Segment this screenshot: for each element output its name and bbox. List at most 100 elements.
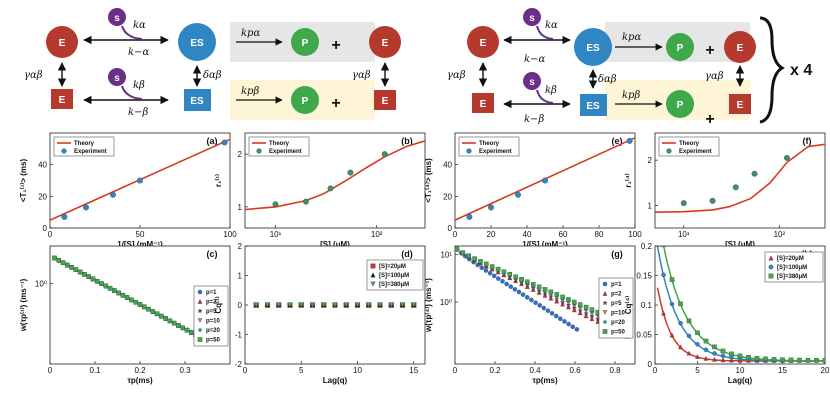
data-point bbox=[574, 327, 580, 332]
data-point bbox=[487, 270, 493, 276]
data-point bbox=[602, 291, 608, 296]
data-point bbox=[264, 302, 271, 308]
y-tick-label: 2 bbox=[648, 156, 653, 165]
rate-k-minus-beta: k−β bbox=[524, 114, 544, 125]
substrate-label: s bbox=[529, 13, 535, 24]
data-point bbox=[197, 299, 203, 304]
chart-h: 0510152000.050.10.150.2(h)Lag(q)Cq⁽⁴⁾[S]… bbox=[624, 242, 830, 385]
reaction-scheme-left: E s kα k−α ES kpα P + E γαβ δαβ γαβ E s … bbox=[24, 8, 401, 120]
y-axis-label: r₁⁽¹⁾ bbox=[214, 174, 223, 187]
data-point bbox=[370, 281, 376, 287]
data-point bbox=[253, 302, 259, 308]
data-point bbox=[720, 357, 726, 363]
rate-gamma: γαβ bbox=[705, 71, 724, 82]
legend-label: Experiment bbox=[74, 149, 107, 155]
data-point bbox=[302, 198, 309, 205]
data-point bbox=[548, 289, 554, 295]
x-tick-label: 40 bbox=[523, 230, 532, 239]
data-point bbox=[321, 302, 327, 308]
data-point bbox=[354, 302, 361, 308]
data-point bbox=[562, 319, 567, 324]
data-point bbox=[221, 139, 228, 146]
data-point bbox=[519, 277, 524, 282]
enzyme-label: E bbox=[737, 100, 744, 111]
substrate-node bbox=[523, 72, 541, 90]
data-point bbox=[686, 350, 692, 356]
x-tick-label: 0.4 bbox=[529, 366, 541, 375]
data-point bbox=[686, 318, 692, 324]
data-point bbox=[768, 264, 774, 270]
legend-label: p=50 bbox=[611, 330, 626, 336]
rate-kp-beta: kpβ bbox=[241, 86, 259, 97]
data-point bbox=[484, 261, 489, 267]
x-tick-label: 15 bbox=[778, 366, 787, 375]
data-point bbox=[729, 351, 734, 357]
data-point bbox=[746, 354, 751, 360]
x-tick-label: 0 bbox=[48, 366, 53, 375]
x-tick-label: 0.2 bbox=[134, 366, 146, 375]
data-point bbox=[784, 154, 790, 161]
chart-d: 0 5 10 15 -2 -1 0 1 2 (d) Lag(q) Cq⁽¹⁾ [S]=20μM [S]=1… bbox=[214, 242, 426, 385]
x-tick-label: 80 bbox=[595, 230, 604, 239]
data-point bbox=[602, 281, 608, 287]
substrate-arrow bbox=[536, 25, 554, 40]
data-point bbox=[116, 290, 121, 296]
data-point bbox=[103, 283, 109, 289]
y-tick-label: 10⁰ bbox=[35, 279, 47, 288]
data-point bbox=[797, 357, 802, 363]
data-point bbox=[120, 293, 126, 298]
x-axis-label: 1/[S] (mM⁻¹) bbox=[522, 240, 568, 249]
data-point bbox=[184, 327, 190, 333]
legend-box bbox=[658, 136, 720, 157]
data-point bbox=[572, 299, 577, 305]
data-point bbox=[500, 279, 505, 284]
reaction-scheme-right: E s kα k−α ES kpα P + E γαβ δαβ γαβ E s … bbox=[447, 8, 812, 128]
substrate-arrow bbox=[121, 85, 143, 100]
data-point bbox=[577, 310, 583, 316]
data-point bbox=[814, 358, 819, 363]
data-point bbox=[566, 304, 571, 310]
data-point bbox=[488, 204, 494, 211]
data-point bbox=[163, 316, 168, 321]
y-tick-label: 1 bbox=[238, 272, 243, 281]
x-axis-label: τp(ms) bbox=[532, 376, 558, 385]
data-point bbox=[309, 302, 316, 308]
legend-label: p=50 bbox=[206, 338, 221, 344]
data-point bbox=[583, 304, 589, 310]
y-axis-label: Cq⁽¹⁾ bbox=[214, 296, 223, 313]
data-point bbox=[466, 253, 471, 259]
data-point bbox=[508, 284, 513, 289]
data-point bbox=[370, 263, 376, 269]
data-point bbox=[566, 297, 571, 302]
data-point bbox=[536, 284, 542, 290]
enzyme-node bbox=[369, 26, 401, 58]
x-tick-label: 5 bbox=[695, 366, 700, 375]
legend-box bbox=[53, 136, 115, 157]
data-point bbox=[197, 337, 203, 342]
complex-label: ES bbox=[190, 38, 204, 49]
y-axis-label: w(τp⁽¹⁾) (ms⁻¹) bbox=[19, 278, 28, 332]
data-point bbox=[197, 289, 203, 295]
data-point bbox=[703, 338, 709, 344]
data-point bbox=[695, 354, 700, 359]
y-tick-label: 1 bbox=[648, 201, 653, 210]
data-point bbox=[112, 288, 117, 293]
data-point bbox=[583, 313, 589, 319]
data-point bbox=[768, 273, 774, 279]
data-point bbox=[56, 258, 62, 263]
x-tick-label: 10² bbox=[774, 230, 786, 239]
enzyme-label: E bbox=[480, 99, 487, 110]
plot-area bbox=[656, 246, 825, 363]
data-point bbox=[516, 289, 522, 295]
data-point bbox=[197, 308, 203, 314]
rate-kp-alpha: kpα bbox=[241, 28, 260, 39]
data-point bbox=[107, 286, 113, 291]
data-point bbox=[272, 201, 279, 208]
data-point bbox=[661, 246, 666, 248]
data-point bbox=[554, 292, 559, 297]
data-point bbox=[150, 309, 156, 314]
data-point bbox=[695, 342, 700, 347]
data-point bbox=[146, 306, 151, 312]
data-point bbox=[287, 302, 293, 308]
data-point bbox=[479, 265, 485, 270]
